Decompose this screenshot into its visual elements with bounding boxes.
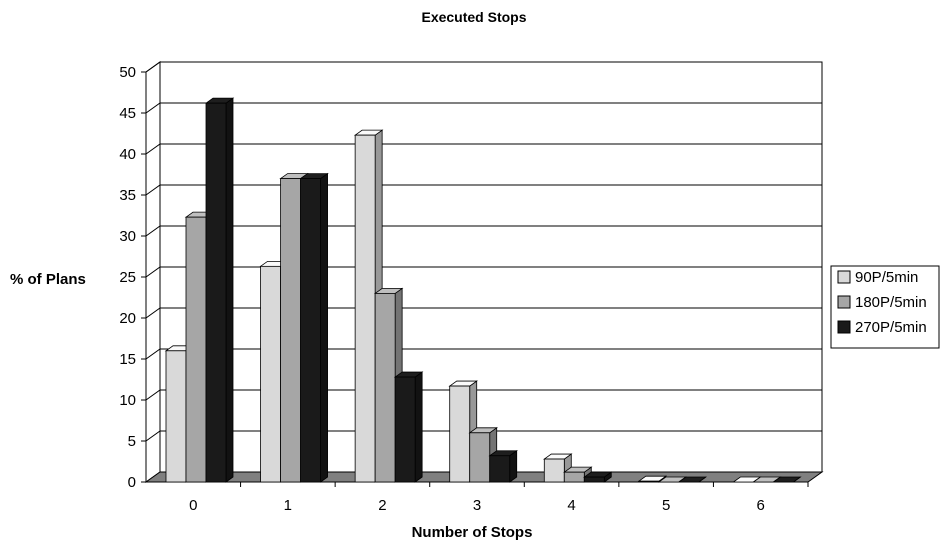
bar-front <box>449 385 471 483</box>
bar-side <box>320 172 328 483</box>
gridline <box>145 266 822 278</box>
x-tick-label: 6 <box>757 497 765 514</box>
y-tick-label: 50 <box>119 64 136 81</box>
legend-swatch <box>837 320 851 334</box>
bar-front <box>489 455 511 483</box>
x-axis-ticks: 0 1 2 3 4 5 6 <box>189 482 809 514</box>
bar <box>204 97 235 483</box>
y-tick-label: 0 <box>128 474 136 491</box>
bar <box>772 476 802 483</box>
y-tick-label: 35 <box>119 187 136 204</box>
y-tick-label: 45 <box>119 105 136 122</box>
y-tick-label: 40 <box>119 146 136 163</box>
bar <box>488 449 518 483</box>
bar-top <box>772 476 802 483</box>
y-tick-label: 30 <box>119 228 136 245</box>
bar-front <box>543 458 565 483</box>
gridline <box>145 102 822 114</box>
legend-label: 90P/5min <box>855 269 918 286</box>
legend-swatch <box>837 295 851 309</box>
y-tick-label: 20 <box>119 310 136 327</box>
y-axis-ticks: 0 5 10 15 20 25 30 35 40 45 50 <box>119 64 147 491</box>
bar-front <box>469 432 491 483</box>
legend-swatch <box>837 270 851 284</box>
legend: 90P/5min 180P/5min 270P/5min <box>830 265 940 349</box>
bar-front <box>563 471 585 483</box>
x-axis-title: Number of Stops <box>412 524 533 541</box>
bar-front <box>185 216 207 483</box>
legend-label: 180P/5min <box>855 294 927 311</box>
bar-front <box>638 480 660 483</box>
bar <box>299 172 329 483</box>
bar-front <box>205 102 227 483</box>
x-tick-label: 4 <box>567 497 575 514</box>
chart-title: Executed Stops <box>421 9 526 25</box>
x-tick-label: 1 <box>284 497 292 514</box>
gridlines <box>145 61 822 442</box>
gridline <box>145 225 822 237</box>
gridline <box>145 430 822 442</box>
plot-walls <box>144 61 824 483</box>
y-tick-label: 10 <box>119 392 136 409</box>
y-axis-title: % of Plans <box>10 271 86 288</box>
bar-front <box>260 265 281 483</box>
legend-label: 270P/5min <box>855 319 927 336</box>
bar-front <box>374 292 396 483</box>
gridline <box>145 61 822 73</box>
bar-side <box>225 97 234 483</box>
bar-front <box>300 178 321 483</box>
gridline <box>145 389 822 401</box>
gridline <box>145 184 822 196</box>
gridline <box>145 348 822 360</box>
x-tick-label: 0 <box>189 497 197 514</box>
bar <box>393 371 424 483</box>
bars <box>164 97 802 483</box>
gridline <box>145 307 822 319</box>
bar-front <box>165 350 187 483</box>
bar-top <box>677 476 708 483</box>
x-tick-label: 5 <box>662 497 670 514</box>
y-tick-label: 25 <box>119 269 136 286</box>
bar-front <box>583 476 605 483</box>
bar-front <box>394 376 416 483</box>
gridline <box>145 143 822 155</box>
bar <box>583 471 613 483</box>
bar-front <box>354 134 376 483</box>
x-tick-label: 2 <box>378 497 386 514</box>
y-tick-label: 15 <box>119 351 136 368</box>
bar <box>677 476 708 483</box>
bar-front <box>280 178 301 483</box>
bar-side <box>414 371 423 483</box>
y-tick-label: 5 <box>128 433 136 450</box>
x-tick-label: 3 <box>473 497 481 514</box>
